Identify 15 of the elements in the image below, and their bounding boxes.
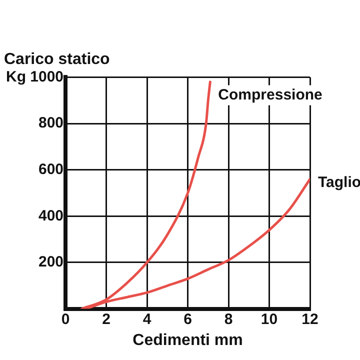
y-tick-label: 800: [38, 114, 64, 132]
x-tick-label: 8: [224, 310, 233, 328]
y-tick-label: 600: [38, 160, 64, 178]
x-tick-label: 10: [260, 310, 278, 328]
x-tick-label: 2: [102, 310, 110, 328]
x-axis-title: Cedimenti mm: [132, 332, 243, 349]
x-tick-label: 4: [142, 310, 152, 328]
y-tick-label: 200: [38, 254, 64, 271]
y-tick-label: 400: [38, 207, 64, 224]
x-tick-label: 6: [184, 310, 192, 328]
x-tick-label: 12: [302, 310, 318, 328]
y-tick-label: Kg 1000: [6, 68, 64, 86]
chart-title: Carico statico: [4, 51, 110, 68]
series-label: Compressione: [218, 86, 322, 104]
x-tick-label: 0: [61, 310, 70, 328]
